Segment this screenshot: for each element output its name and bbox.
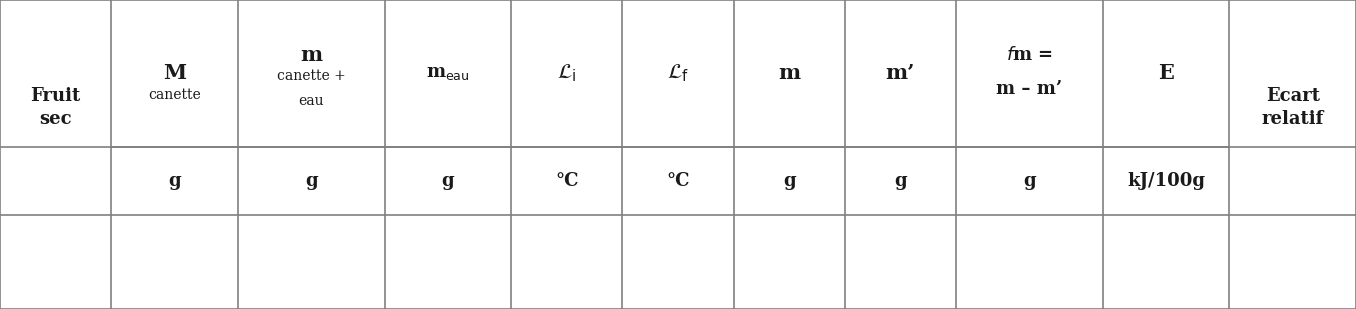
Text: m: m [300,45,323,65]
Text: M: M [163,63,186,83]
Text: g: g [442,172,454,190]
Text: canette: canette [148,88,201,102]
Text: Fruit
sec: Fruit sec [30,87,81,128]
Text: m – m’: m – m’ [997,80,1063,98]
Text: °C: °C [555,172,579,190]
Text: m’: m’ [885,63,915,83]
Text: m: m [778,63,800,83]
Text: g: g [305,172,317,190]
Text: g: g [782,172,796,190]
Text: eau: eau [298,94,324,108]
Text: E: E [1158,63,1174,83]
Text: $\it{f}$m =: $\it{f}$m = [1006,46,1052,64]
Text: $\it{\mathcal{L}}$$_{\rm i}$: $\it{\mathcal{L}}$$_{\rm i}$ [557,63,576,84]
Text: g: g [894,172,907,190]
Text: °C: °C [666,172,690,190]
Text: m$_{\rm eau}$: m$_{\rm eau}$ [426,64,469,83]
Text: Ecart
relatif: Ecart relatif [1261,87,1323,128]
Text: $\it{\mathcal{L}}$$_{\rm f}$: $\it{\mathcal{L}}$$_{\rm f}$ [667,63,689,84]
Text: kJ/100g: kJ/100g [1127,172,1205,190]
Text: g: g [1022,172,1036,190]
Text: g: g [168,172,180,190]
Text: canette +: canette + [277,70,346,83]
